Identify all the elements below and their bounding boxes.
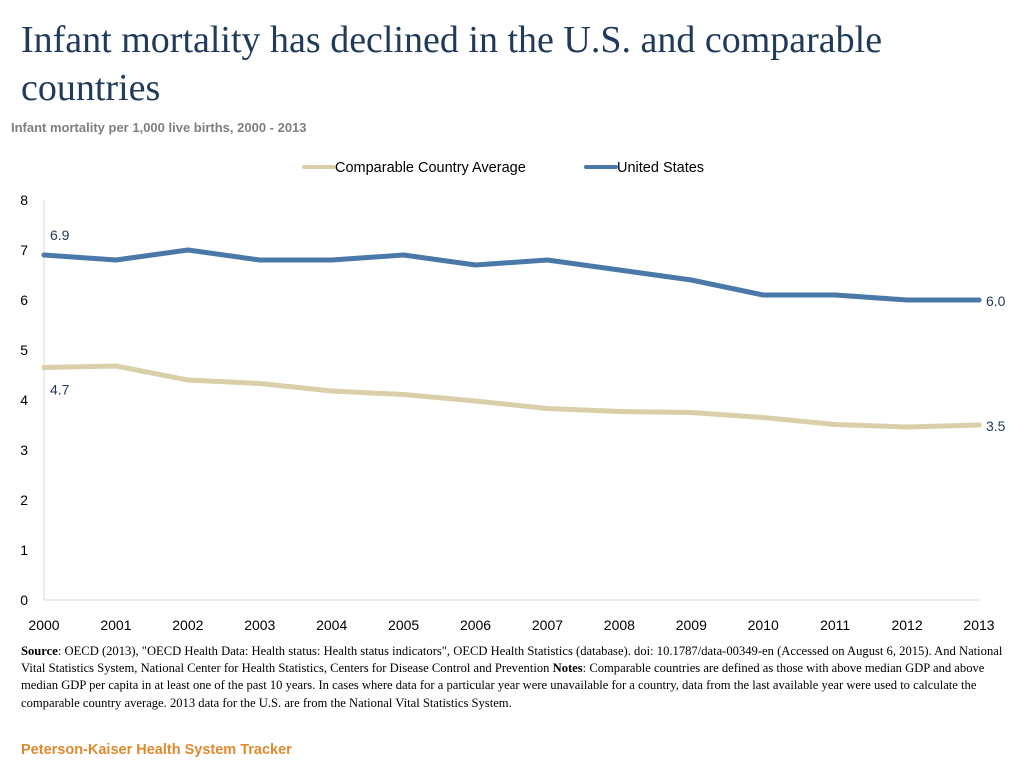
x-tick-label: 2000 [28,617,59,633]
x-tick-label: 2004 [316,617,347,633]
x-tick-label: 2013 [963,617,994,633]
data-point [329,388,335,394]
data-point [185,247,191,253]
chart-axes: 0 1 2 3 4 5 6 7 8 2000 2001 2002 2003 2004 2005 2006 200… [20,192,995,633]
data-point [976,422,982,428]
x-tick-label: 2009 [676,617,707,633]
data-point [616,267,622,273]
y-tick-label: 2 [20,492,28,508]
data-point [760,415,766,420]
data-point [688,410,694,415]
data-label: 6.9 [50,227,70,243]
data-point [904,297,910,303]
data-label: 4.7 [50,382,70,398]
data-point [329,257,335,263]
line-chart: Comparable Country Average United States … [20,160,1006,633]
x-tick-label: 2002 [172,617,203,633]
x-tick-label: 2003 [244,617,275,633]
x-tick-label: 2005 [388,617,419,633]
y-tick-label: 0 [20,592,28,608]
data-point [185,377,191,383]
data-point [904,424,910,430]
legend-label: United States [617,160,704,176]
footer-brand: Peterson-Kaiser Health System Tracker [21,742,292,758]
legend-label: Comparable Country Average [335,160,526,176]
x-tick-label: 2011 [820,617,850,633]
y-tick-label: 5 [20,342,28,358]
data-point [688,277,694,283]
data-point [616,409,622,414]
data-point [760,292,766,298]
data-point [544,406,550,411]
data-point [544,257,550,263]
chart-series [41,247,982,430]
data-point [41,252,47,258]
y-tick-label: 6 [20,292,28,308]
y-tick-label: 7 [20,242,28,258]
x-tick-label: 2001 [100,617,131,633]
chart-data-labels: 4.7 3.5 6.9 6.0 [50,227,1006,434]
x-tick-label: 2010 [748,617,779,633]
x-tick-label: 2012 [891,617,922,633]
chart-subtitle: Infant mortality per 1,000 live births, … [11,120,307,135]
data-point [473,398,479,404]
data-point [976,297,982,303]
source-label: Source [21,644,58,658]
x-tick-label: 2008 [604,617,635,633]
x-tick-label: 2006 [460,617,491,633]
series-line-comparable-country-average [41,363,982,430]
data-point [832,422,838,427]
source-text: : OECD (2013), "OECD Health Data: Health… [21,644,1003,676]
data-point [832,292,838,298]
data-point [257,381,263,386]
y-tick-label: 4 [20,392,28,408]
y-tick-label: 8 [20,192,28,208]
data-point [113,363,119,369]
y-tick-label: 3 [20,442,28,458]
y-tick-label: 1 [20,542,28,558]
data-point [473,262,479,268]
data-point [401,252,407,258]
x-tick-label: 2007 [532,617,563,633]
data-label: 3.5 [986,418,1006,434]
data-point [401,392,407,397]
data-point [257,257,263,263]
chart-title: Infant mortality has declined in the U.S… [21,19,883,109]
source-notes: Source: OECD (2013), "OECD Health Data: … [21,643,1011,712]
notes-label: Notes [552,661,583,676]
series-line-united-states [41,247,982,303]
notes-text: : Comparable countries are defined as th… [21,661,985,710]
data-point [113,257,119,263]
data-label: 6.0 [986,293,1006,309]
data-point [41,365,47,370]
chart-legend: Comparable Country Average United States [302,160,704,176]
